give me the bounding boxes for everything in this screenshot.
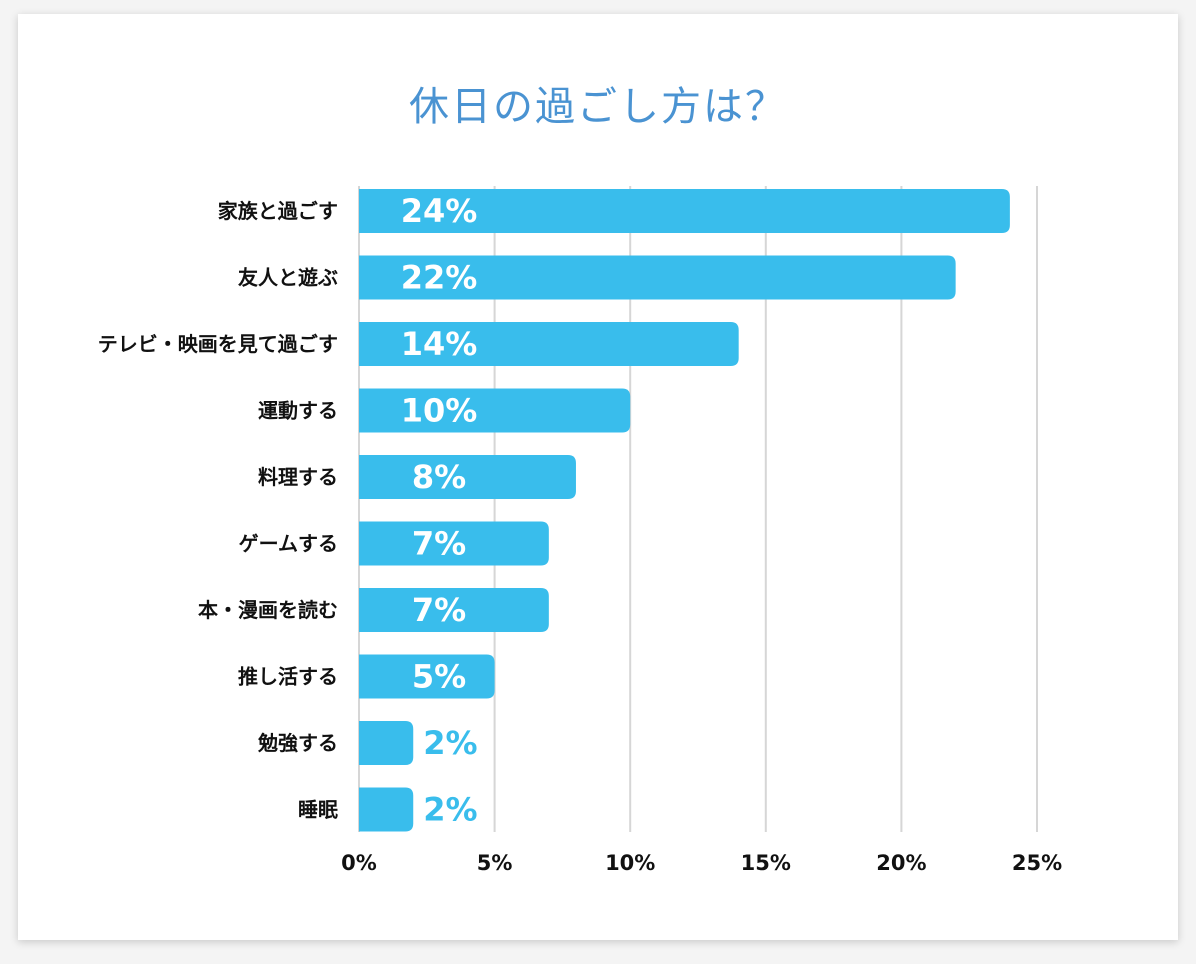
x-axis-ticks: 0% 5% 10% 15% 20% 25% xyxy=(341,851,1062,875)
category-label: 睡眠 xyxy=(298,798,338,822)
category-label: 推し活する xyxy=(238,665,338,689)
x-tick-label: 25% xyxy=(1012,851,1062,875)
bar xyxy=(359,455,576,499)
category-label: 家族と過ごす xyxy=(218,199,338,223)
category-label: 友人と遊ぶ xyxy=(238,266,338,290)
data-label: 2% xyxy=(423,724,477,762)
category-label: 勉強する xyxy=(257,731,338,755)
category-labels: 家族と過ごす友人と遊ぶテレビ・映画を見て過ごす運動する料理するゲームする本・漫画… xyxy=(98,199,338,822)
data-label: 14% xyxy=(401,325,478,363)
bar xyxy=(359,654,495,699)
category-label: ゲームする xyxy=(239,532,338,556)
data-label: 8% xyxy=(412,458,466,496)
bar xyxy=(359,388,631,433)
category-label: 本・漫画を読む xyxy=(198,598,338,622)
bar xyxy=(359,588,549,632)
data-label: 24% xyxy=(401,192,478,230)
x-tick-label: 15% xyxy=(741,851,791,875)
bar xyxy=(359,721,414,765)
chart-title: 休日の過ごし方は？ xyxy=(409,84,787,130)
category-label: 料理する xyxy=(258,465,338,489)
x-tick-label: 5% xyxy=(477,851,513,875)
data-label: 5% xyxy=(412,658,466,696)
x-tick-label: 10% xyxy=(605,851,655,875)
data-label: 10% xyxy=(401,392,478,430)
chart-card xyxy=(18,14,1178,940)
category-label: 運動する xyxy=(258,399,338,423)
bar xyxy=(359,189,1010,233)
data-label: 7% xyxy=(412,525,466,563)
data-label: 2% xyxy=(423,791,477,829)
bar xyxy=(359,255,956,300)
data-label: 7% xyxy=(412,591,466,629)
category-label: テレビ・映画を見て過ごす xyxy=(98,332,338,356)
x-tick-label: 20% xyxy=(876,851,926,875)
bars: 24% 22% 14% 10% 8% 7% 7% 5% 2% 2% xyxy=(359,189,1010,832)
bar xyxy=(359,521,549,566)
bar xyxy=(359,322,739,366)
x-tick-label: 0% xyxy=(341,851,377,875)
bar xyxy=(359,787,414,832)
data-label: 22% xyxy=(401,259,478,297)
